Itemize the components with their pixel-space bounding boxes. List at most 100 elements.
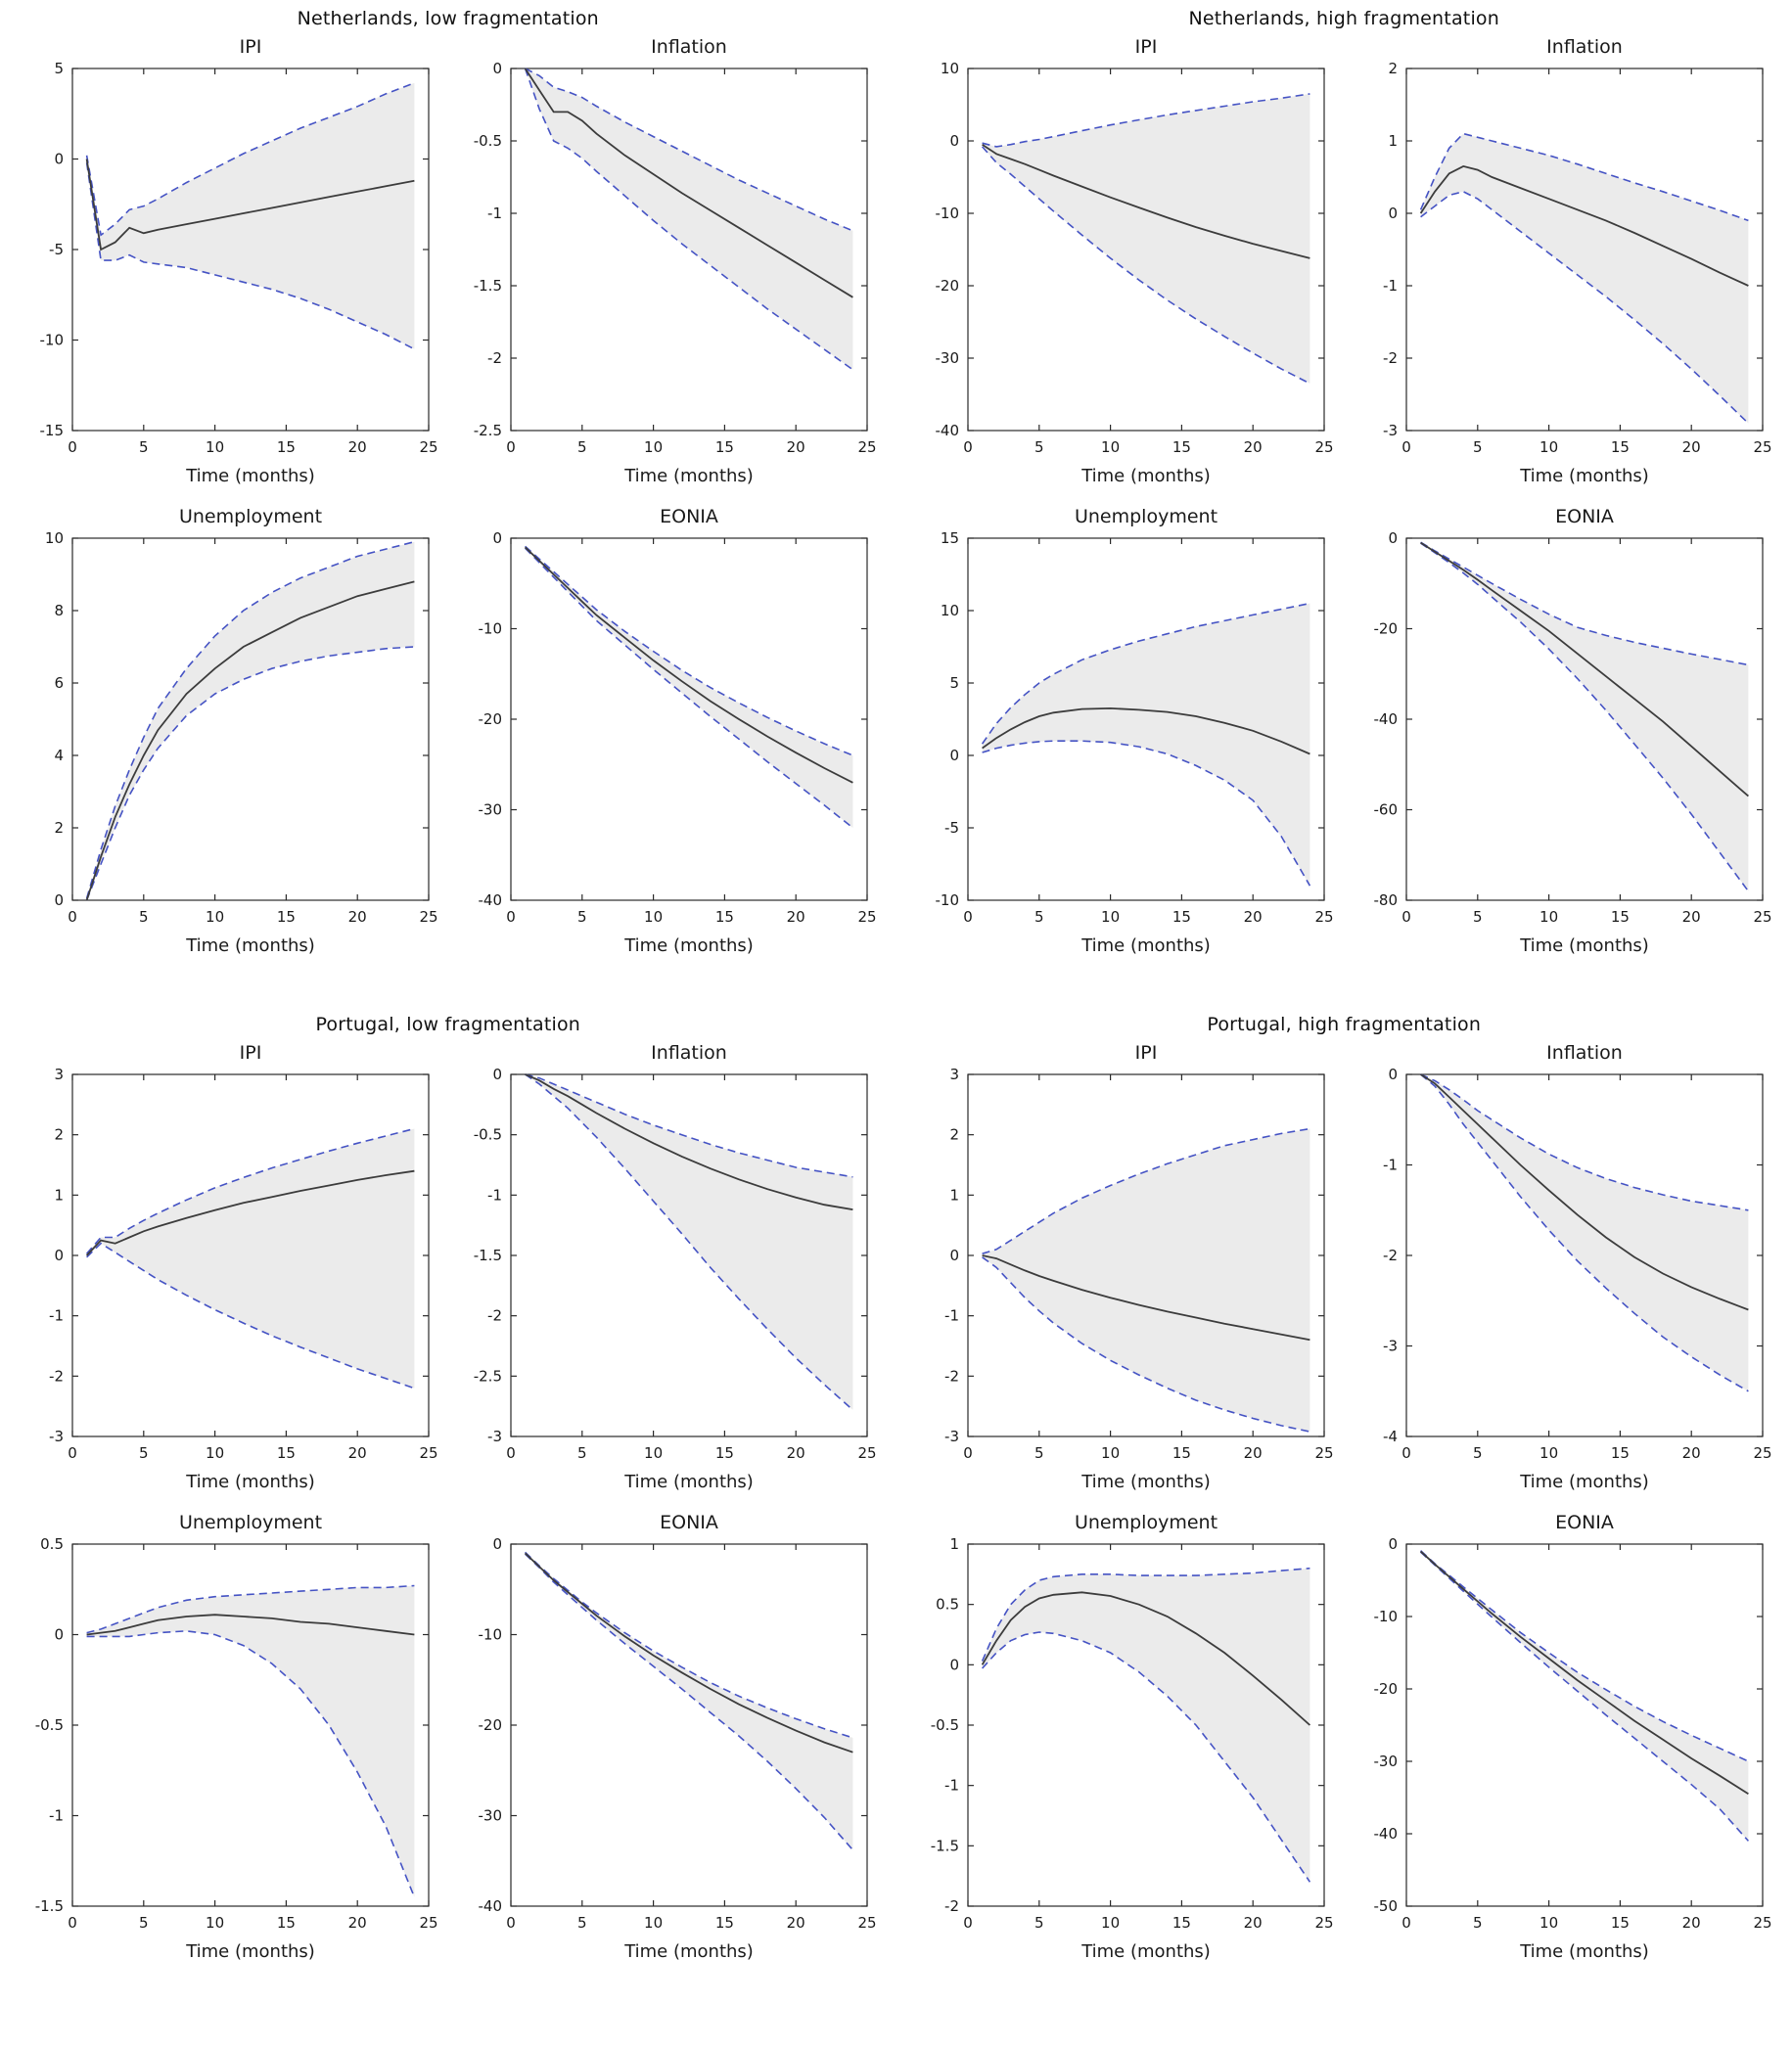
svg-text:15: 15 <box>714 1914 733 1932</box>
svg-text:10: 10 <box>45 529 64 547</box>
svg-text:10: 10 <box>1539 908 1558 926</box>
svg-text:-2: -2 <box>487 349 502 367</box>
svg-text:0: 0 <box>964 1914 974 1932</box>
svg-text:-3: -3 <box>944 1428 959 1445</box>
svg-text:5: 5 <box>1473 438 1483 456</box>
svg-text:5: 5 <box>54 60 64 77</box>
svg-text:15: 15 <box>941 529 959 547</box>
svg-text:0: 0 <box>964 438 974 456</box>
svg-text:10: 10 <box>1101 908 1120 926</box>
svg-text:15: 15 <box>277 1444 296 1462</box>
svg-text:-2.5: -2.5 <box>473 422 501 439</box>
svg-text:20: 20 <box>348 908 367 926</box>
svg-text:Time (months): Time (months) <box>1081 1472 1212 1492</box>
svg-text:-60: -60 <box>1374 801 1399 819</box>
svg-text:-10: -10 <box>39 332 64 349</box>
svg-text:5: 5 <box>139 908 149 926</box>
svg-text:Time (months): Time (months) <box>185 1941 315 1962</box>
svg-text:20: 20 <box>786 1444 804 1462</box>
svg-text:-20: -20 <box>1374 1680 1399 1698</box>
svg-text:-0.5: -0.5 <box>473 1126 501 1144</box>
svg-text:20: 20 <box>1244 1444 1263 1462</box>
svg-text:0: 0 <box>1401 908 1411 926</box>
svg-text:15: 15 <box>1172 1444 1191 1462</box>
chart-unemployment: 0 5 10 15 20 25 -10 -5 0 5 10 15 Unemployment Time (m… <box>906 499 1345 969</box>
svg-text:25: 25 <box>1315 1444 1334 1462</box>
svg-text:Unemployment: Unemployment <box>179 506 322 527</box>
svg-text:0: 0 <box>54 151 64 168</box>
svg-text:Inflation: Inflation <box>651 1042 727 1064</box>
svg-text:1: 1 <box>950 1535 960 1553</box>
svg-text:-2.5: -2.5 <box>473 1367 501 1385</box>
group-portugal-high: Portugal, high fragmentation 0 5 10 15 20 25-… <box>906 1012 1783 1975</box>
svg-text:15: 15 <box>714 908 733 926</box>
svg-text:-50: -50 <box>1374 1897 1399 1915</box>
svg-text:10: 10 <box>1101 1914 1120 1932</box>
svg-text:10: 10 <box>1539 1914 1558 1932</box>
svg-text:-40: -40 <box>478 891 502 909</box>
svg-text:20: 20 <box>348 438 367 456</box>
chart-unemployment: 0 5 10 15 20 25 -1.5 -1 -0.5 0 0.5 Unemployment Time… <box>10 1505 448 1975</box>
svg-text:Time (months): Time (months) <box>1519 935 1649 956</box>
svg-text:Time (months): Time (months) <box>185 1472 315 1492</box>
svg-text:-3: -3 <box>1383 422 1398 439</box>
svg-text:-10: -10 <box>478 1626 502 1644</box>
svg-text:Time (months): Time (months) <box>623 1472 754 1492</box>
svg-text:-30: -30 <box>478 1807 502 1825</box>
group-netherlands-high: Netherlands, high fragmentation 0 5 10 15 20… <box>906 6 1783 969</box>
svg-text:0: 0 <box>492 60 502 77</box>
group-netherlands-low: Netherlands, low fragmentation 0 5 10 15 20 2… <box>10 6 887 969</box>
svg-text:5: 5 <box>139 438 149 456</box>
svg-text:15: 15 <box>1611 1444 1630 1462</box>
svg-text:Time (months): Time (months) <box>185 935 315 956</box>
svg-text:5: 5 <box>139 1914 149 1932</box>
svg-text:-2: -2 <box>1383 349 1398 367</box>
svg-text:-40: -40 <box>478 1897 502 1915</box>
svg-text:-20: -20 <box>478 710 502 728</box>
svg-text:15: 15 <box>1172 438 1191 456</box>
svg-text:5: 5 <box>1034 438 1044 456</box>
svg-text:25: 25 <box>1754 438 1772 456</box>
svg-text:15: 15 <box>714 1444 733 1462</box>
svg-text:-20: -20 <box>1374 620 1399 638</box>
svg-text:8: 8 <box>54 602 64 619</box>
svg-text:25: 25 <box>1754 1914 1772 1932</box>
chart-grid: 0 5 10 15 20 25 -40 -30 -20 -10 0 10 IPI Time (months… <box>906 29 1783 969</box>
svg-text:0: 0 <box>950 1656 960 1673</box>
svg-text:Time (months): Time (months) <box>1519 1472 1649 1492</box>
chart-ipi: 0 5 10 15 20 25 -3 -2 -1 0 1 2 3 IPI Time (months) <box>906 1035 1345 1505</box>
svg-text:Time (months): Time (months) <box>623 1941 754 1962</box>
svg-text:-1.5: -1.5 <box>473 1247 501 1264</box>
svg-text:25: 25 <box>857 908 876 926</box>
svg-text:Time (months): Time (months) <box>1081 466 1212 486</box>
svg-text:-4: -4 <box>1383 1428 1398 1445</box>
svg-text:Time (months): Time (months) <box>1081 935 1212 956</box>
svg-text:0: 0 <box>492 529 502 547</box>
svg-text:20: 20 <box>1682 908 1701 926</box>
svg-text:-80: -80 <box>1374 891 1399 909</box>
svg-text:25: 25 <box>1754 908 1772 926</box>
svg-text:-10: -10 <box>936 205 960 222</box>
svg-text:0: 0 <box>964 908 974 926</box>
svg-text:IPI: IPI <box>1135 36 1158 58</box>
chart-eonia: 0 5 10 15 20 25 -40 -30 -20 -10 0 EONIA Time (months… <box>448 499 887 969</box>
svg-text:15: 15 <box>1611 908 1630 926</box>
svg-text:-1: -1 <box>944 1307 959 1325</box>
svg-text:-1: -1 <box>49 1807 64 1825</box>
svg-text:10: 10 <box>1539 438 1558 456</box>
svg-text:-3: -3 <box>1383 1338 1398 1355</box>
svg-text:10: 10 <box>206 1444 224 1462</box>
svg-text:10: 10 <box>206 1914 224 1932</box>
svg-text:20: 20 <box>1244 1914 1263 1932</box>
svg-text:-10: -10 <box>478 620 502 638</box>
svg-text:20: 20 <box>786 1914 804 1932</box>
svg-text:25: 25 <box>857 438 876 456</box>
svg-text:15: 15 <box>277 1914 296 1932</box>
svg-text:0: 0 <box>68 1444 77 1462</box>
chart-ipi: 0 5 10 15 20 25 -40 -30 -20 -10 0 10 IPI Time (months… <box>906 29 1345 499</box>
svg-text:20: 20 <box>1682 1444 1701 1462</box>
svg-text:15: 15 <box>1611 438 1630 456</box>
svg-text:5: 5 <box>1473 1914 1483 1932</box>
svg-text:-5: -5 <box>944 819 959 837</box>
